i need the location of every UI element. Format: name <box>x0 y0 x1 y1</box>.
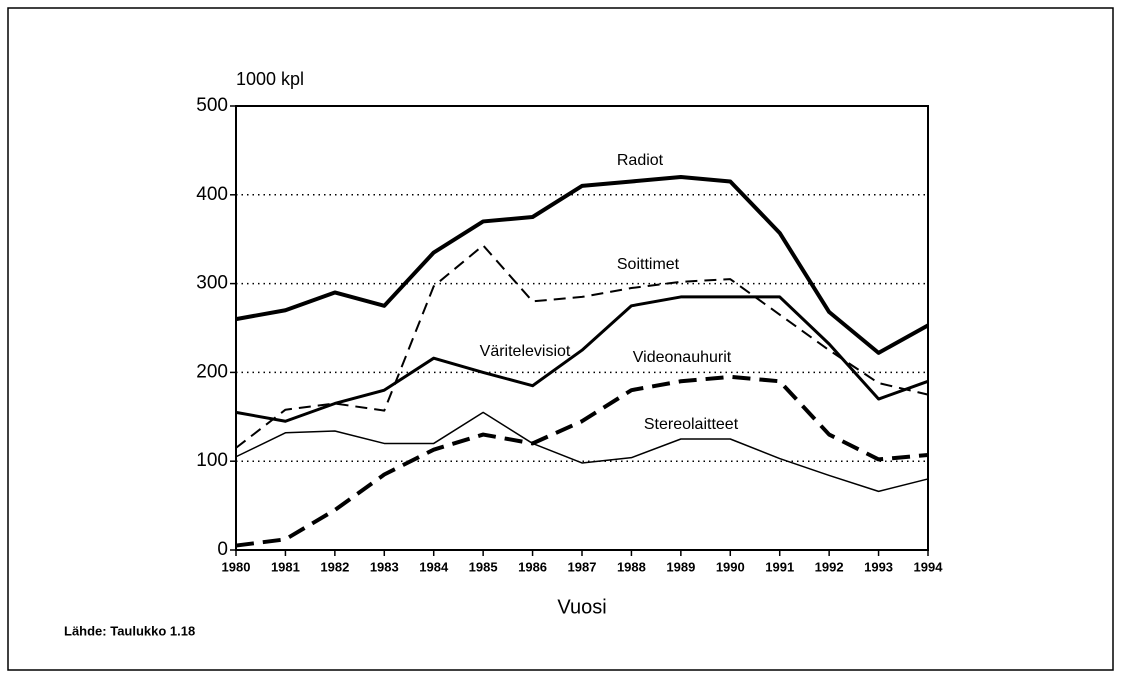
y-tick-label: 100 <box>196 450 228 471</box>
x-axis-label: Vuosi <box>557 596 606 618</box>
x-tick-label: 1984 <box>419 559 449 574</box>
x-tick-label: 1988 <box>617 559 646 574</box>
plot-area <box>235 105 929 551</box>
y-tick-label: 0 <box>217 539 228 560</box>
y-tick-label: 300 <box>196 273 228 294</box>
y-axis-label: 1000 kpl <box>236 69 304 89</box>
x-tick-label: 1981 <box>271 559 300 574</box>
x-tick-label: 1987 <box>568 559 597 574</box>
frame <box>7 7 1114 671</box>
series-line <box>235 175 929 355</box>
x-tick-label: 1983 <box>370 559 399 574</box>
y-tick-label: 200 <box>196 361 228 382</box>
x-tick-label: 1994 <box>914 559 944 574</box>
series-label: Videonauhurit <box>633 349 732 366</box>
series-line <box>235 244 929 449</box>
series-label: Radiot <box>617 152 664 169</box>
y-tick-label: 400 <box>196 184 228 205</box>
x-tick-label: 1992 <box>815 559 844 574</box>
x-tick-label: 1982 <box>320 559 349 574</box>
series-line <box>235 295 929 423</box>
series-line <box>235 374 929 548</box>
x-tick-label: 1993 <box>864 559 893 574</box>
x-tick-label: 1985 <box>469 559 498 574</box>
series-label: Soittimet <box>617 256 680 273</box>
x-tick-label: 1990 <box>716 559 745 574</box>
source-note: Lähde: Taulukko 1.18 <box>64 623 195 638</box>
y-tick-label: 500 <box>196 95 228 116</box>
x-tick-label: 1986 <box>518 559 547 574</box>
series-label: Väritelevisiot <box>480 343 571 360</box>
series-label: Stereolaitteet <box>644 416 739 433</box>
x-tick-label: 1991 <box>765 559 794 574</box>
series-line <box>235 411 929 493</box>
x-tick-label: 1980 <box>222 559 251 574</box>
x-tick-label: 1989 <box>666 559 695 574</box>
